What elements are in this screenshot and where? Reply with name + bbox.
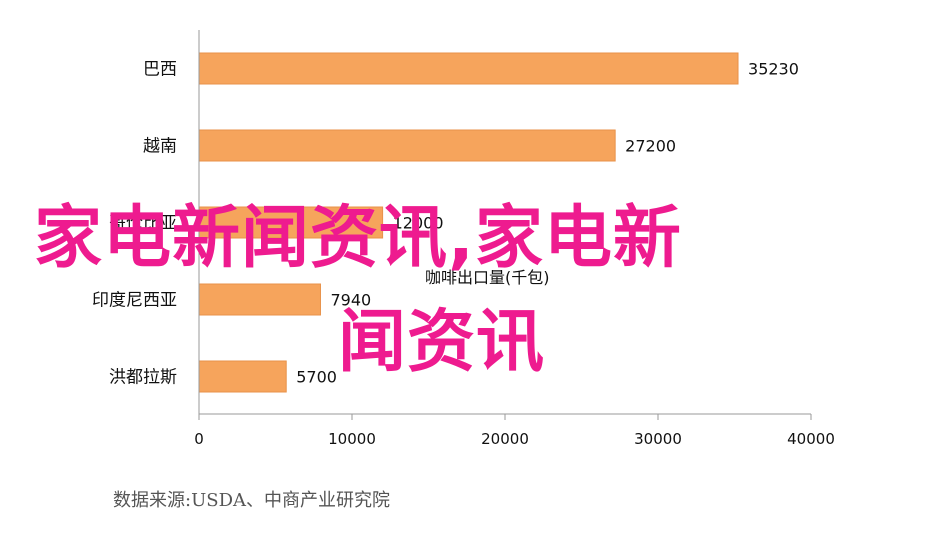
watermark-line-2: 闻资讯 [338,303,546,382]
bars-group [198,52,739,393]
bar-3 [198,206,384,239]
bar-2 [198,129,616,162]
category-label-2: 越南 [143,137,177,157]
x-tick-label-2: 10000 [328,430,376,448]
category-label-1: 巴西 [143,60,177,80]
x-tick-label-4: 30000 [634,430,682,448]
data-label-2: 27200 [625,137,676,156]
category-label-4: 印度尼西亚 [92,291,177,311]
axes-group: 巴西 35230 越南 27200 哥伦比亚 12000 印度尼西亚 7940 洪都拉斯 5700… [92,30,835,448]
x-tick-label-1: 0 [194,430,204,448]
data-label-4: 7940 [330,291,371,310]
bar-5 [198,360,287,393]
bar-4 [198,283,321,316]
data-label-1: 35230 [748,60,799,79]
x-tick-label-3: 20000 [481,430,529,448]
watermark-line-1: 家电新闻资讯,家电新 [34,199,682,278]
source-note: 数据来源:USDA、中商产业研究院 [113,490,390,511]
bar-1 [198,52,739,85]
category-label-5: 洪都拉斯 [109,368,177,388]
chart-annotation: 咖啡出口量(千包) [425,268,550,287]
category-label-3: 哥伦比亚 [109,214,177,234]
data-label-5: 5700 [296,368,337,387]
data-label-3: 12000 [393,214,444,233]
x-tick-label-5: 40000 [787,430,835,448]
